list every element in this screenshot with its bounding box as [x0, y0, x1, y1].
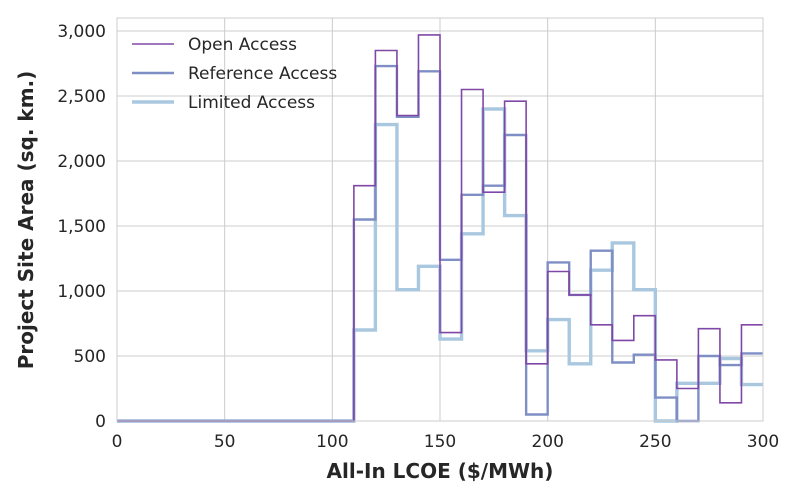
y-tick-label: 0 — [95, 412, 106, 432]
y-tick-label: 3,000 — [57, 22, 106, 42]
x-tick-label: 250 — [639, 432, 671, 452]
y-tick-label: 1,000 — [57, 282, 106, 302]
x-tick-label: 0 — [112, 432, 123, 452]
x-axis-label: All-In LCOE ($/MWh) — [327, 459, 554, 483]
legend-label-limited-access: Limited Access — [188, 93, 315, 113]
y-tick-label: 2,500 — [57, 87, 106, 107]
legend: Open Access Reference Access Limited Acces… — [132, 35, 337, 113]
x-tick-label: 200 — [531, 432, 563, 452]
y-axis-label: Project Site Area (sq. km.) — [14, 71, 38, 370]
y-tick-label: 2,000 — [57, 152, 106, 172]
plot-frame — [116, 17, 764, 422]
x-tick-label: 100 — [316, 432, 348, 452]
x-tick-label: 50 — [214, 432, 236, 452]
y-tick-label: 500 — [74, 347, 106, 367]
legend-label-reference-access: Reference Access — [188, 64, 337, 84]
y-tick-label: 1,500 — [57, 217, 106, 237]
x-tick-label: 150 — [424, 432, 456, 452]
x-tick-label: 300 — [747, 432, 779, 452]
y-tick-labels: 0 500 1,000 1,500 2,000 2,500 3,000 — [57, 22, 106, 432]
x-tick-labels: 0 50 100 150 200 250 300 — [112, 432, 780, 452]
legend-label-open-access: Open Access — [188, 35, 297, 55]
